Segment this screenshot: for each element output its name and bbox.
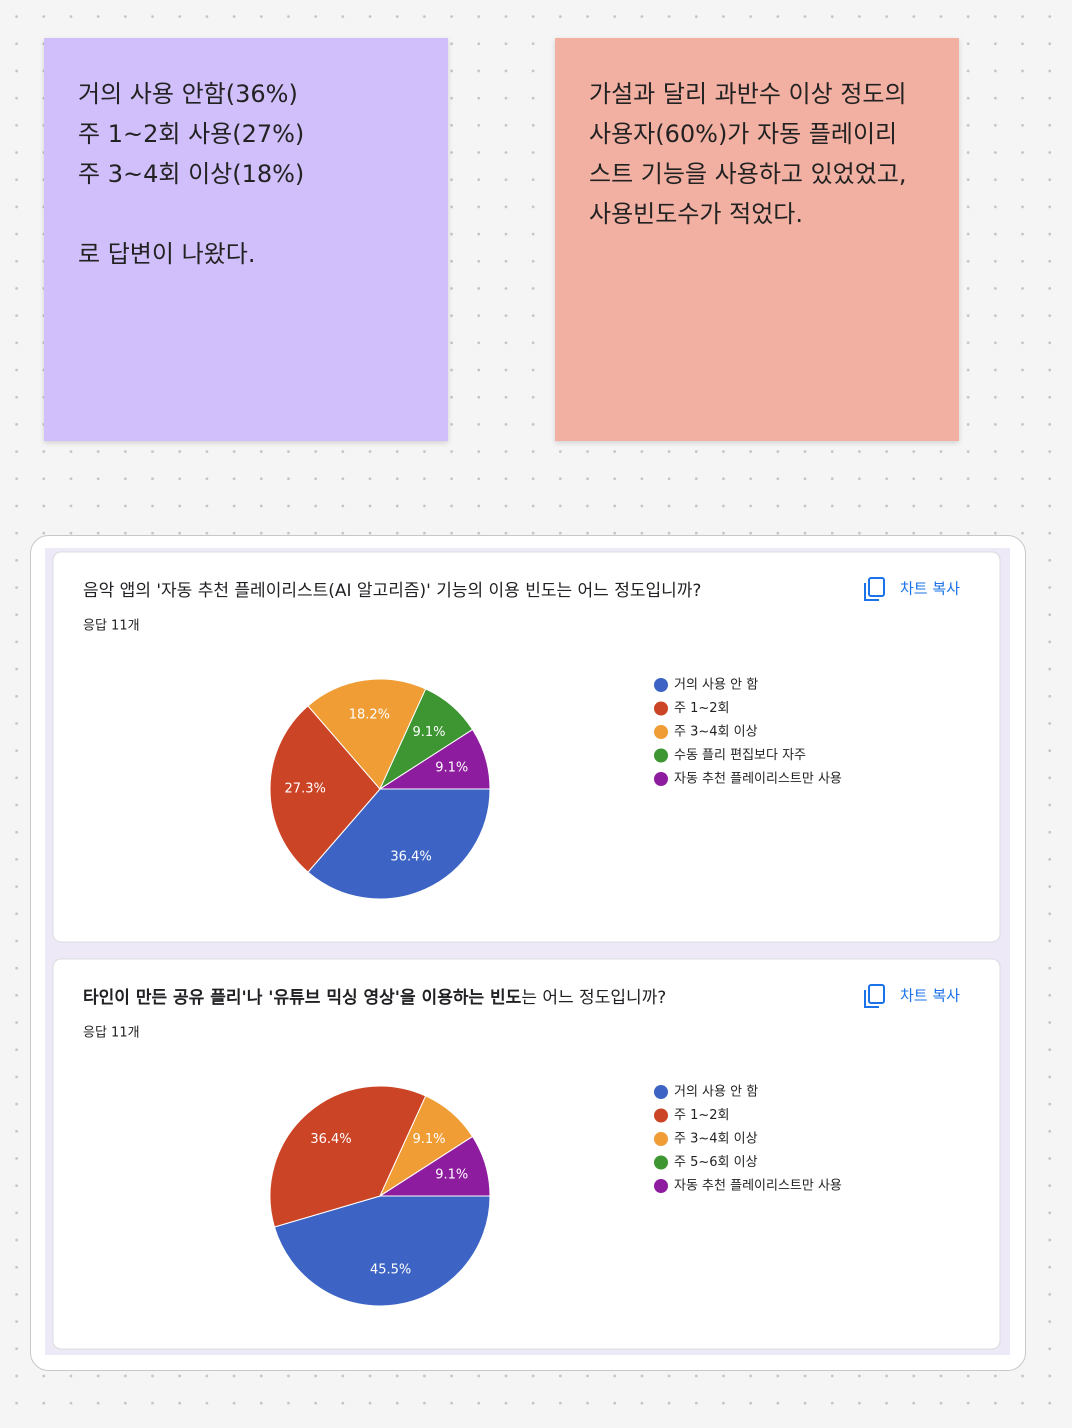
legend-swatch <box>654 748 668 763</box>
copy-button[interactable]: 차트 복사 <box>900 987 960 1005</box>
copy-icon <box>864 583 879 601</box>
slice-label: 9.1% <box>412 1132 445 1147</box>
legend-swatch <box>654 1155 668 1170</box>
legend-swatch <box>654 1132 668 1146</box>
legend-swatch <box>654 1108 668 1123</box>
pie-slice <box>307 678 427 790</box>
legend-label: 수동 플리 편집보다 자주 <box>674 748 806 763</box>
copy-icon <box>868 577 885 597</box>
note-line: 거의 사용 안함(36%) <box>78 80 298 108</box>
legend-label: 자동 추천 플레이리스트만 사용 <box>674 772 842 787</box>
sticky-note[interactable]: 가설과 달리 과반수 이상 정도의 사용자(60%)가 자동 플레이리스트 기능… <box>555 38 959 441</box>
pie-slice <box>269 1085 427 1228</box>
legend-label: 주 3~4회 이상 <box>674 1132 758 1147</box>
pie-slice <box>378 1135 491 1197</box>
legend-swatch <box>654 1179 668 1193</box>
chart-title: 타인이 만든 공유 플리'나 '유튜브 믹싱 영상'을 이용하는 빈도는 어느 … <box>83 988 666 1008</box>
title-part: 타인이 만든 공유 플리'나 '유튜브 믹싱 영상'을 이용하는 빈도 <box>83 988 522 1008</box>
chart-card <box>52 551 1001 943</box>
legend-label: 자동 추천 플레이리스트만 사용 <box>674 1179 842 1194</box>
response-count: 응답 11개 <box>83 619 140 634</box>
chart-title: 음악 앱의 '자동 추천 플레이리스트(AI 알고리즘)' 기능의 이용 빈도는… <box>83 581 701 601</box>
legend-label: 거의 사용 안 함 <box>674 678 758 693</box>
slice-label: 9.1% <box>435 1167 468 1182</box>
response-count: 응답 11개 <box>83 1026 140 1041</box>
pie-slice <box>307 788 491 900</box>
slice-label: 18.2% <box>349 707 390 722</box>
legend-swatch <box>654 678 668 692</box>
title-part: 는 어느 정도입니까? <box>521 988 666 1008</box>
legend-label: 주 3~4회 이상 <box>674 725 758 740</box>
slice-label: 9.1% <box>412 725 445 740</box>
legend-swatch <box>654 1085 668 1099</box>
pie-slice <box>269 705 381 873</box>
copy-button[interactable]: 차트 복사 <box>900 580 960 598</box>
chart-card <box>52 958 1001 1350</box>
legend-label: 주 1~2회 <box>674 1108 730 1123</box>
legend-label: 주 5~6회 이상 <box>674 1155 758 1170</box>
legend-label: 거의 사용 안 함 <box>674 1085 758 1100</box>
legend-swatch <box>654 725 668 739</box>
slice-label: 45.5% <box>370 1263 411 1278</box>
copy-icon <box>864 990 879 1008</box>
slice-label: 27.3% <box>285 782 326 797</box>
note-line: 로 답변이 나왔다. <box>78 240 256 268</box>
slice-label: 36.4% <box>390 850 431 865</box>
note-line: 주 1~2회 사용(27%) <box>78 120 305 148</box>
legend-label: 주 1~2회 <box>674 701 730 716</box>
slice-label: 36.4% <box>310 1132 351 1147</box>
slice-label: 9.1% <box>435 760 468 775</box>
copy-icon <box>868 984 885 1004</box>
sticky-note[interactable]: 거의 사용 안함(36%) 주 1~2회 사용(27%) 주 3~4회 이상(1… <box>44 38 448 441</box>
note-text: 가설과 달리 과반수 이상 정도의 사용자(60%)가 자동 플레이리스트 기능… <box>589 80 907 228</box>
pie-slice <box>273 1195 491 1307</box>
note-line: 주 3~4회 이상(18%) <box>78 160 305 188</box>
legend-swatch <box>654 701 668 716</box>
legend-swatch <box>654 772 668 786</box>
pie-slice <box>378 728 491 790</box>
